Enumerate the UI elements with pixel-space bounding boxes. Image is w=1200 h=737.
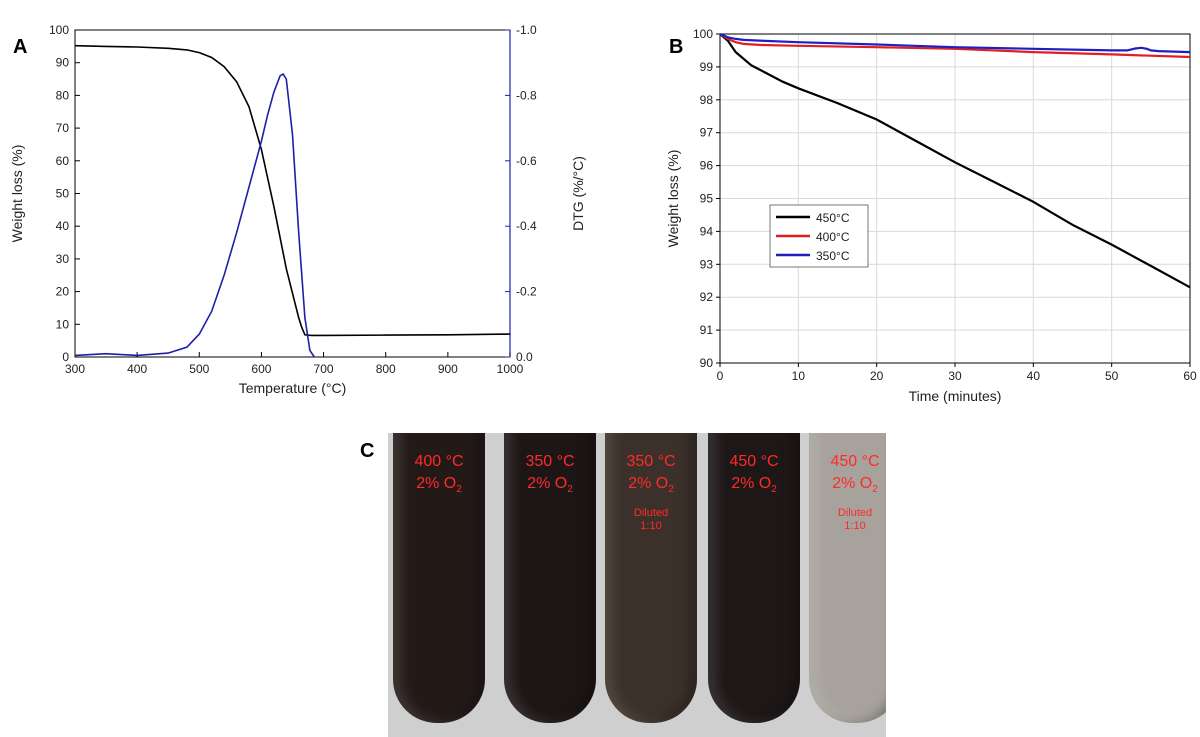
chart-a-ytick-label: 0 [62,350,69,364]
panel-label-c: C [360,440,375,462]
chart-b-ytick-label: 99 [700,60,714,74]
chart-b-ytick-label: 91 [700,323,714,337]
test-tube-1 [393,433,485,723]
chart-b-ylabel: Weight loss (%) [665,150,681,248]
tube-label-4: 450 °C 2% O2 [708,451,800,501]
tube-label-3: 350 °C 2% O2 Diluted 1:10 [605,451,697,533]
tube-temperature: 450 °C [830,453,880,470]
chart-a-series-line-dtg [74,73,315,358]
chart-b-ytick-label: 94 [700,224,714,238]
chart-a-xtick-label: 500 [189,362,209,376]
tube-oxygen: 2% O2 [731,475,777,496]
chart-b-legend-label: 400°C [816,230,850,244]
tube-oxygen: 2% O2 [628,475,674,496]
tube-oxygen: 2% O2 [527,475,573,496]
chart-a-y2tick-label: 0.0 [516,350,533,364]
chart-b-xlabel: Time (minutes) [909,388,1002,404]
tube-temperature: 350 °C [525,453,575,470]
chart-a-y2tick-label: -1.0 [516,23,537,37]
chart-b-legend-label: 450°C [816,211,850,225]
tube-temperature: 450 °C [729,453,779,470]
panel-label-a: A [13,36,28,58]
chart-b-ytick-label: 98 [700,93,714,107]
chart-b-ytick-label: 100 [693,27,713,41]
chart-b-series-line [719,33,1191,59]
tube-temperature: 400 °C [414,453,464,470]
chart-b-ytick-label: 93 [700,257,714,271]
test-tube-2 [504,433,596,723]
chart-a-y2tick-label: -0.2 [516,285,537,299]
test-tube-5 [809,433,886,723]
chart-b-xtick-label: 50 [1105,369,1119,383]
chart-a-series-line-weight [74,44,511,337]
chart-a-xtick-label: 400 [127,362,147,376]
chart-a-y2tick-label: -0.4 [516,219,537,233]
chart-a-xtick-label: 600 [251,362,271,376]
chart-a-ytick-label: 30 [56,252,70,266]
tube-label-1: 400 °C 2% O2 [393,451,485,501]
chart-a-ytick-label: 20 [56,285,70,299]
chart-a-xlabel: Temperature (°C) [239,380,347,396]
test-tube-4 [708,433,800,723]
chart-b-legend-label: 350°C [816,249,850,263]
test-tube-3 [605,433,697,723]
panel-label-b: B [669,36,684,58]
chart-a-xtick-label: 800 [376,362,396,376]
chart-b-series-line [719,33,1191,289]
chart-b-ytick-label: 90 [700,356,714,370]
chart-b-xtick-label: 0 [717,369,724,383]
chart-a-y2label: DTG (%/°C) [570,156,586,231]
chart-a-xtick-label: 700 [314,362,334,376]
chart-a-ytick-label: 80 [56,88,70,102]
chart-b-ytick-label: 96 [700,159,714,173]
tube-dilution: Diluted 1:10 [837,507,873,533]
chart-a-ytick-label: 50 [56,187,70,201]
chart-a-y2tick-label: -0.6 [516,154,537,168]
tube-temperature: 350 °C [626,453,676,470]
chart-a-ytick-label: 100 [49,23,69,37]
chart-a-ytick-label: 10 [56,317,70,331]
chart-b-xtick-label: 20 [870,369,884,383]
tube-dilution: Diluted 1:10 [633,507,669,533]
chart-b-xtick-label: 40 [1027,369,1041,383]
chart-b-xtick-label: 30 [948,369,962,383]
chart-b-ytick-label: 92 [700,290,714,304]
chart-b-xtick-label: 60 [1183,369,1197,383]
chart-a-xtick-label: 900 [438,362,458,376]
tube-oxygen: 2% O2 [416,475,462,496]
chart-a-y2tick-label: -0.8 [516,88,537,102]
chart-b-ytick-label: 95 [700,192,714,206]
chart-a-ylabel: Weight loss (%) [9,145,25,243]
chart-a-ytick-label: 90 [56,56,70,70]
tube-label-2: 350 °C 2% O2 [504,451,596,501]
tube-label-5: 450 °C 2% O2 Diluted 1:10 [809,451,886,533]
chart-a-ytick-label: 40 [56,219,70,233]
chart-b-ytick-label: 97 [700,126,714,140]
chart-a-ytick-label: 60 [56,154,70,168]
chart-a-xtick-label: 300 [65,362,85,376]
chart-a-xtick-label: 1000 [497,362,524,376]
chart-b-xtick-label: 10 [792,369,806,383]
chart-a-ytick-label: 70 [56,121,70,135]
test-tube-photo: 400 °C 2% O2 350 °C 2% O2 350 °C 2% O2 Diluted… [388,433,886,737]
chart-b-series-line [719,32,1191,54]
tube-oxygen: 2% O2 [832,475,878,496]
